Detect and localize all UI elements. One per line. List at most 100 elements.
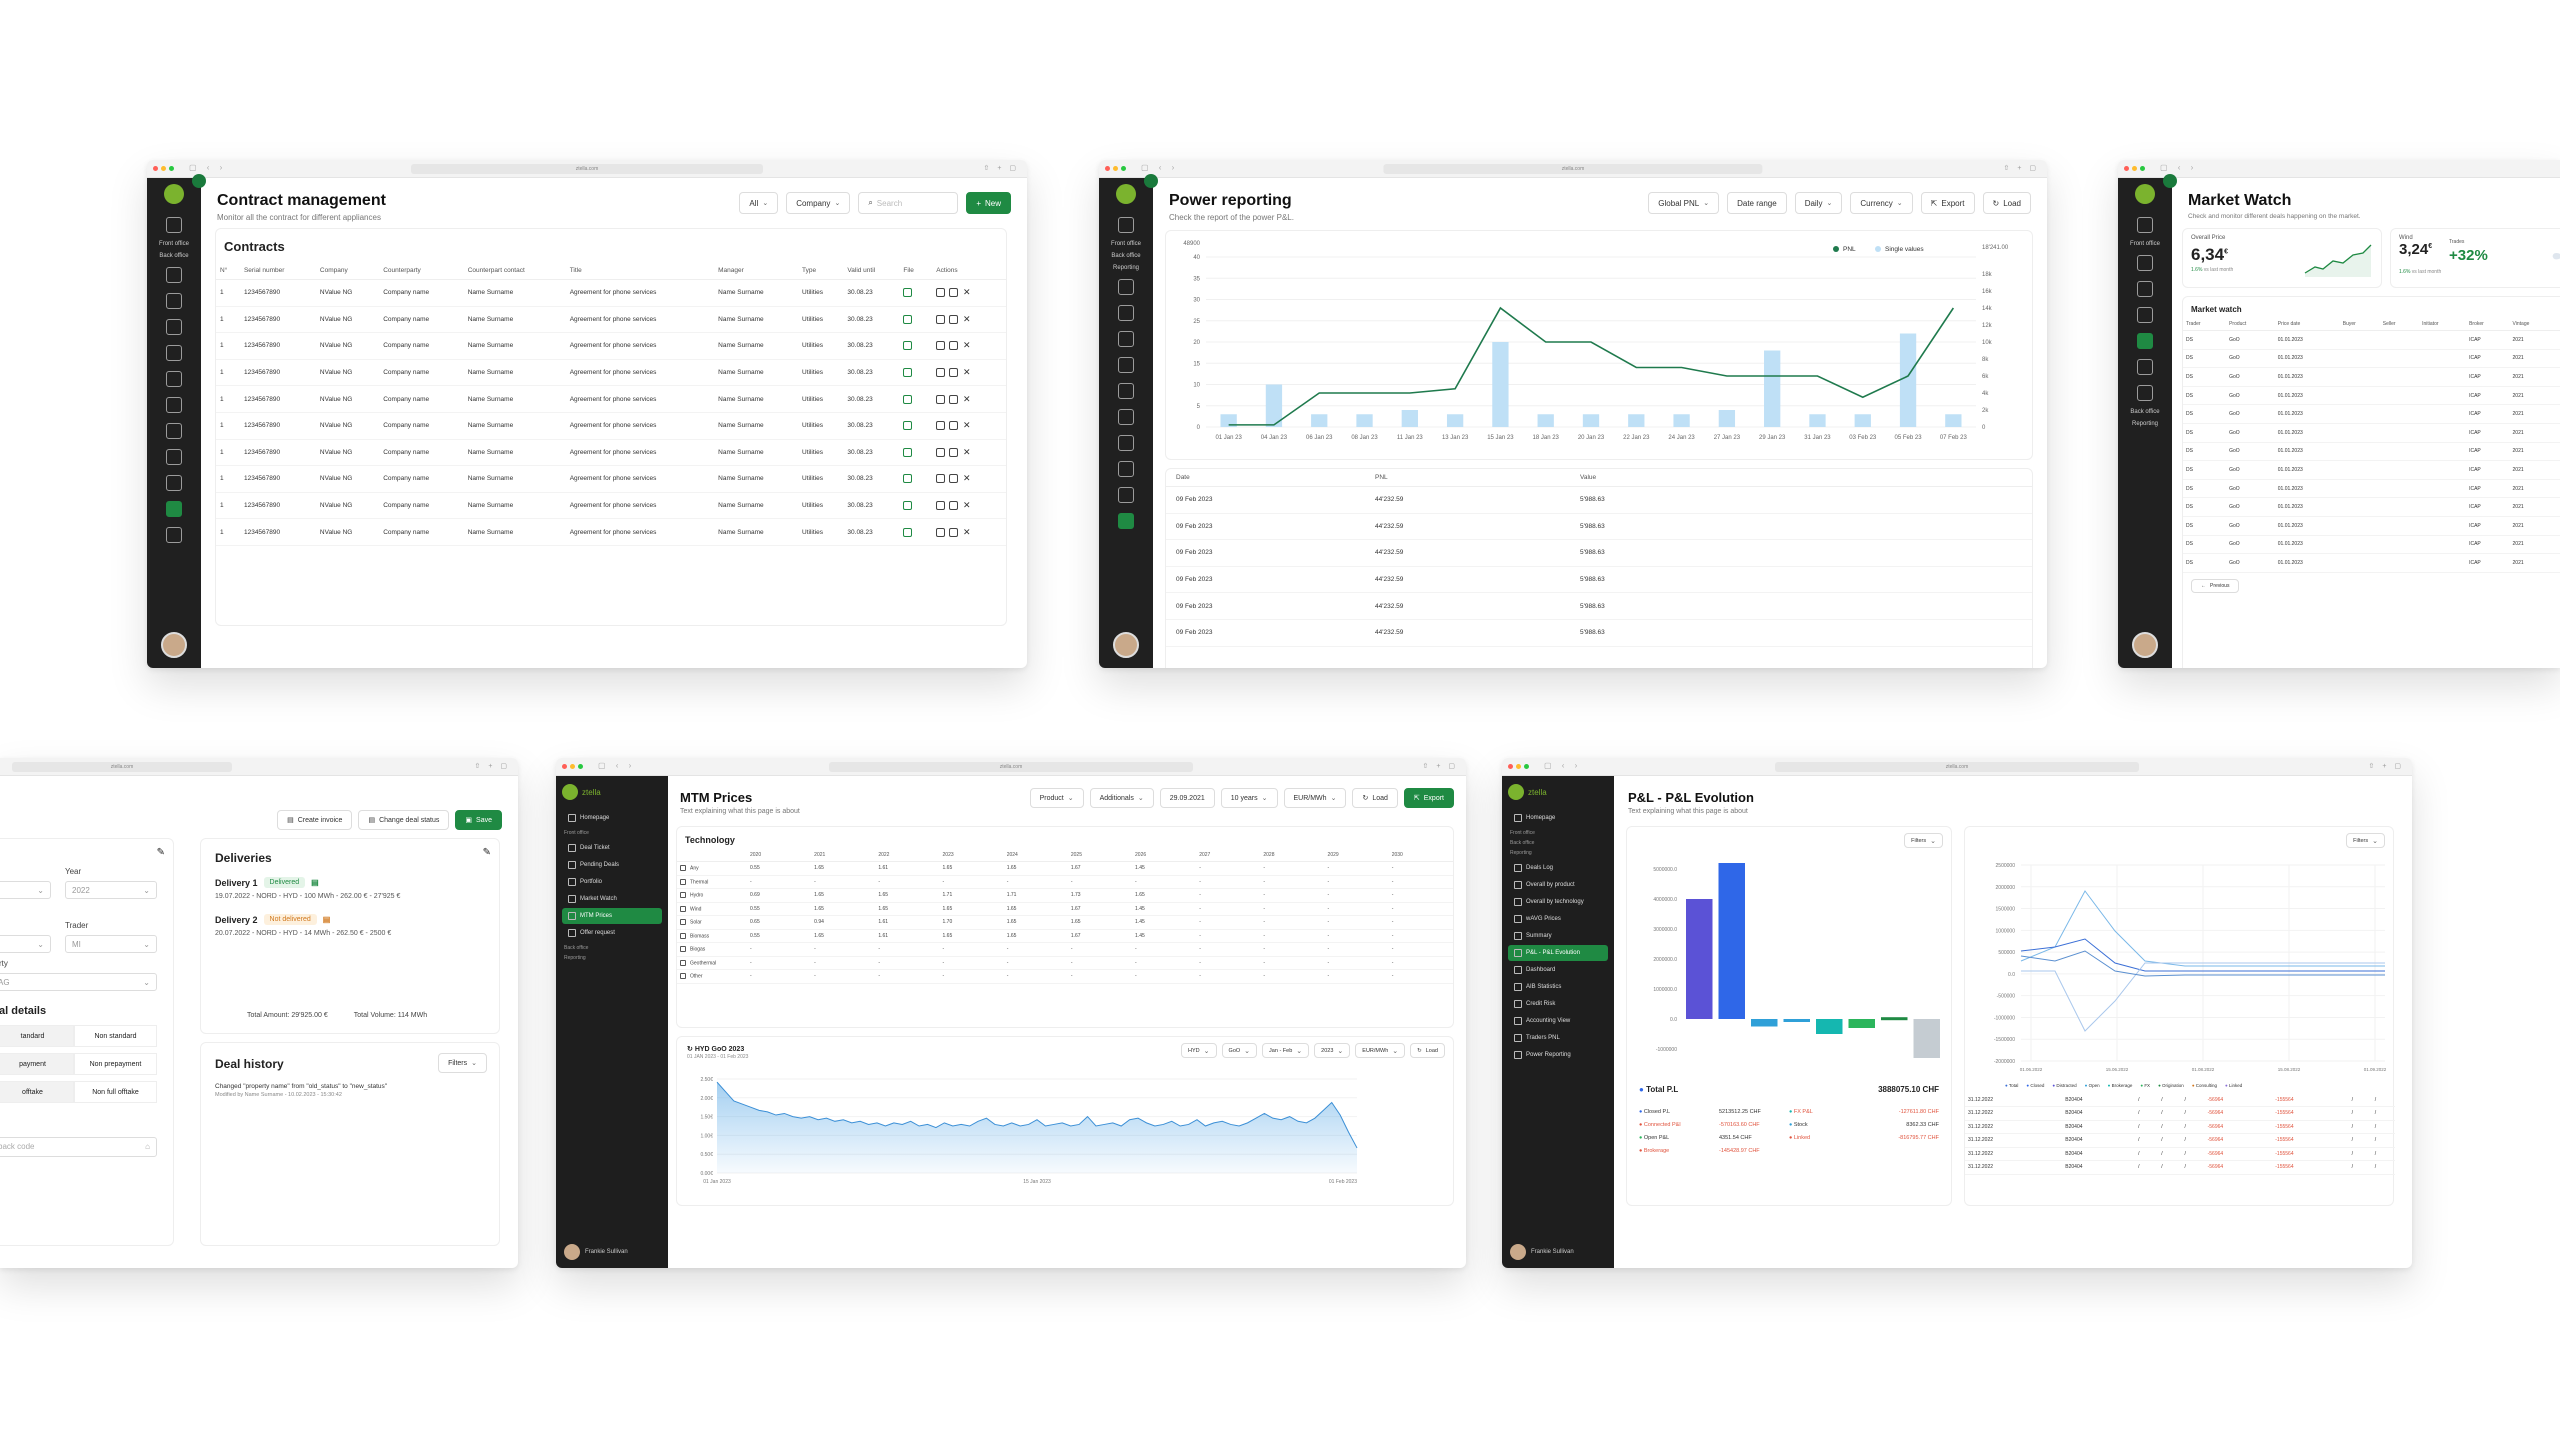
table-row[interactable]: 09 Feb 2023 44'232.59 5'988.63	[1166, 566, 2032, 594]
filters-button[interactable]: Filters ⌄	[1904, 833, 1943, 848]
edit-icon[interactable]: ✎	[482, 847, 491, 858]
table-row[interactable]: 31.12.2022 B20404// / -56964 -155564//	[1965, 1133, 2395, 1148]
report-icon[interactable]	[166, 345, 182, 361]
calendar-icon[interactable]	[166, 267, 182, 283]
legend-item[interactable]: ● Consulting	[2191, 1083, 2218, 1088]
clock-icon[interactable]	[166, 449, 182, 465]
table-row[interactable]: 1 1234567890 NValue NG Company name Name Sur…	[216, 412, 1006, 440]
table-row[interactable]: Wind 0.55 1.65 1.65 1.65 1.65 1.67 1.45- - - -	[677, 902, 1453, 916]
goo-select[interactable]: GoO ⌄	[1221, 1043, 1258, 1058]
view-icon[interactable]	[949, 421, 959, 431]
sidebar-item[interactable]: Credit Risk	[1508, 996, 1608, 1012]
year-select[interactable]: 2022 ⌄	[65, 881, 157, 899]
tag-icon[interactable]	[2137, 255, 2153, 271]
sidebar-item-homepage[interactable]: Homepage	[562, 810, 662, 826]
sidebar-item-offer-request[interactable]: Offer request	[562, 925, 662, 941]
sidebar-item[interactable]: P&L - P&L Evolution	[1508, 945, 1608, 961]
period-select[interactable]: Jan - Feb ⌄	[1262, 1043, 1310, 1058]
sidebar-item[interactable]: Overall by technology	[1508, 894, 1608, 910]
global-pnl-select[interactable]: Global PNL ⌄	[1648, 192, 1720, 214]
edit-icon[interactable]	[936, 368, 946, 378]
edit-icon[interactable]	[936, 421, 946, 431]
refresh-icon[interactable]	[166, 293, 182, 309]
invoice-icon[interactable]: ▤	[311, 878, 319, 887]
folder-icon[interactable]	[2137, 307, 2153, 323]
table-row[interactable]: 09 Feb 2023 44'232.59 5'988.63	[1166, 513, 2032, 541]
avatar[interactable]	[2132, 632, 2158, 658]
people-icon[interactable]	[1118, 279, 1134, 295]
sidebar-item-deal-ticket[interactable]: Deal Ticket	[562, 840, 662, 856]
filter-all-select[interactable]: All ⌄	[739, 192, 779, 214]
filter-company-select[interactable]: Company ⌄	[786, 192, 851, 214]
table-row[interactable]: Hydro 0.69 1.65 1.65 1.71 1.71 1.73 1.65- - - -	[677, 888, 1453, 903]
table-row[interactable]: 31.12.2022 B20404// / -56964 -155564//	[1965, 1147, 2395, 1161]
table-row[interactable]: 1 1234567890 NValue NG Company name Name Sur…	[216, 332, 1006, 360]
delete-icon[interactable]: ✕	[962, 313, 971, 324]
table-row[interactable]: 09 Feb 2023 44'232.59 5'988.63	[1166, 592, 2032, 620]
document-icon[interactable]	[1118, 461, 1134, 477]
counterparty-select[interactable]: AG ⌄	[0, 973, 157, 991]
table-row[interactable]: 1 1234567890 NValue NG Company name Name Sur…	[216, 518, 1006, 546]
date-input[interactable]: 29.09.2021	[1159, 788, 1215, 808]
delete-icon[interactable]: ✕	[962, 340, 971, 351]
sidebar-item[interactable]: AIB Statistics	[1508, 979, 1608, 995]
note-icon[interactable]	[2137, 385, 2153, 401]
table-row[interactable]: 09 Feb 2023 44'232.59 5'988.63	[1166, 539, 2032, 567]
address-bar[interactable]: ztella.com	[1775, 762, 2139, 772]
edit-icon[interactable]	[936, 527, 946, 537]
file-icon[interactable]	[903, 314, 913, 324]
edit-icon[interactable]	[936, 501, 946, 511]
table-row[interactable]: 1 1234567890 NValue NG Company name Name Sur…	[216, 279, 1006, 307]
file-icon[interactable]	[903, 474, 913, 484]
view-icon[interactable]	[949, 474, 959, 484]
toggle-offtake[interactable]: offtake	[0, 1081, 74, 1103]
toggle-non-standard[interactable]: Non standard	[74, 1025, 157, 1047]
flow-icon[interactable]	[1118, 357, 1134, 373]
sidebar-item[interactable]: Summary	[1508, 928, 1608, 944]
change-status-button[interactable]: ▤ Change deal status	[358, 810, 450, 830]
sidebar-item-portfolio[interactable]: Portfolio	[562, 874, 662, 890]
table-row[interactable]: Other - - - - - - - - - - -	[677, 969, 1453, 984]
filters-button[interactable]: Filters ⌄	[438, 1053, 487, 1073]
sidebar-item-market-watch[interactable]: Market Watch	[562, 891, 662, 907]
table-row[interactable]: 31.12.2022 B20404// / -56964 -155564//	[1965, 1106, 2395, 1121]
legend-item[interactable]: ● Closed	[2026, 1083, 2045, 1088]
view-icon[interactable]	[949, 527, 959, 537]
edit-icon[interactable]	[936, 474, 946, 484]
legend-item[interactable]: ● Total	[2005, 1083, 2019, 1088]
table-row[interactable]: Solar 0.65 0.94 1.61 1.70 1.65 1.65 1.45- - - -	[677, 915, 1453, 930]
view-icon[interactable]	[949, 501, 959, 511]
export-button[interactable]: ⇱ Export	[1920, 192, 1975, 214]
legend-item[interactable]: ● Open	[2084, 1083, 2100, 1088]
table-row[interactable]: Any 0.55 1.65 1.61 1.65 1.65 1.67 1.45- - - -	[677, 861, 1453, 876]
sidebar-item[interactable]: Accounting View	[1508, 1013, 1608, 1029]
sidebar-item-homepage[interactable]: Homepage	[1508, 810, 1608, 826]
view-icon[interactable]	[949, 447, 959, 457]
table-row[interactable]: 1 1234567890 NValue NG Company name Name Sur…	[216, 492, 1006, 520]
filters-button[interactable]: Filters ⌄	[2346, 833, 2385, 848]
delete-icon[interactable]: ✕	[962, 367, 971, 378]
address-bar[interactable]: ztella.com	[411, 164, 763, 174]
user-profile[interactable]: Frankie Sullivan	[564, 1244, 628, 1260]
edit-icon[interactable]	[936, 314, 946, 324]
database-icon[interactable]	[166, 475, 182, 491]
years-select[interactable]: 10 years ⌄	[1220, 788, 1278, 808]
table-row[interactable]: Thermal - - - - - - - - - - -	[677, 875, 1453, 889]
edit-icon[interactable]	[936, 447, 946, 457]
offtake-toggle[interactable]: offtake Non full offtake	[0, 1081, 157, 1103]
pie-icon[interactable]	[1118, 305, 1134, 321]
legend-item[interactable]: ● Origination	[2158, 1083, 2184, 1088]
sidebar-item[interactable]: Deals Log	[1508, 860, 1608, 876]
delete-icon[interactable]: ✕	[962, 287, 971, 298]
browser-action-icons[interactable]: ⇧ + ▢	[1422, 763, 1458, 770]
delete-icon[interactable]: ✕	[962, 473, 971, 484]
hyd-select[interactable]: HYD ⌄	[1181, 1043, 1217, 1058]
sidebar-item[interactable]: wAVG Prices	[1508, 911, 1608, 927]
